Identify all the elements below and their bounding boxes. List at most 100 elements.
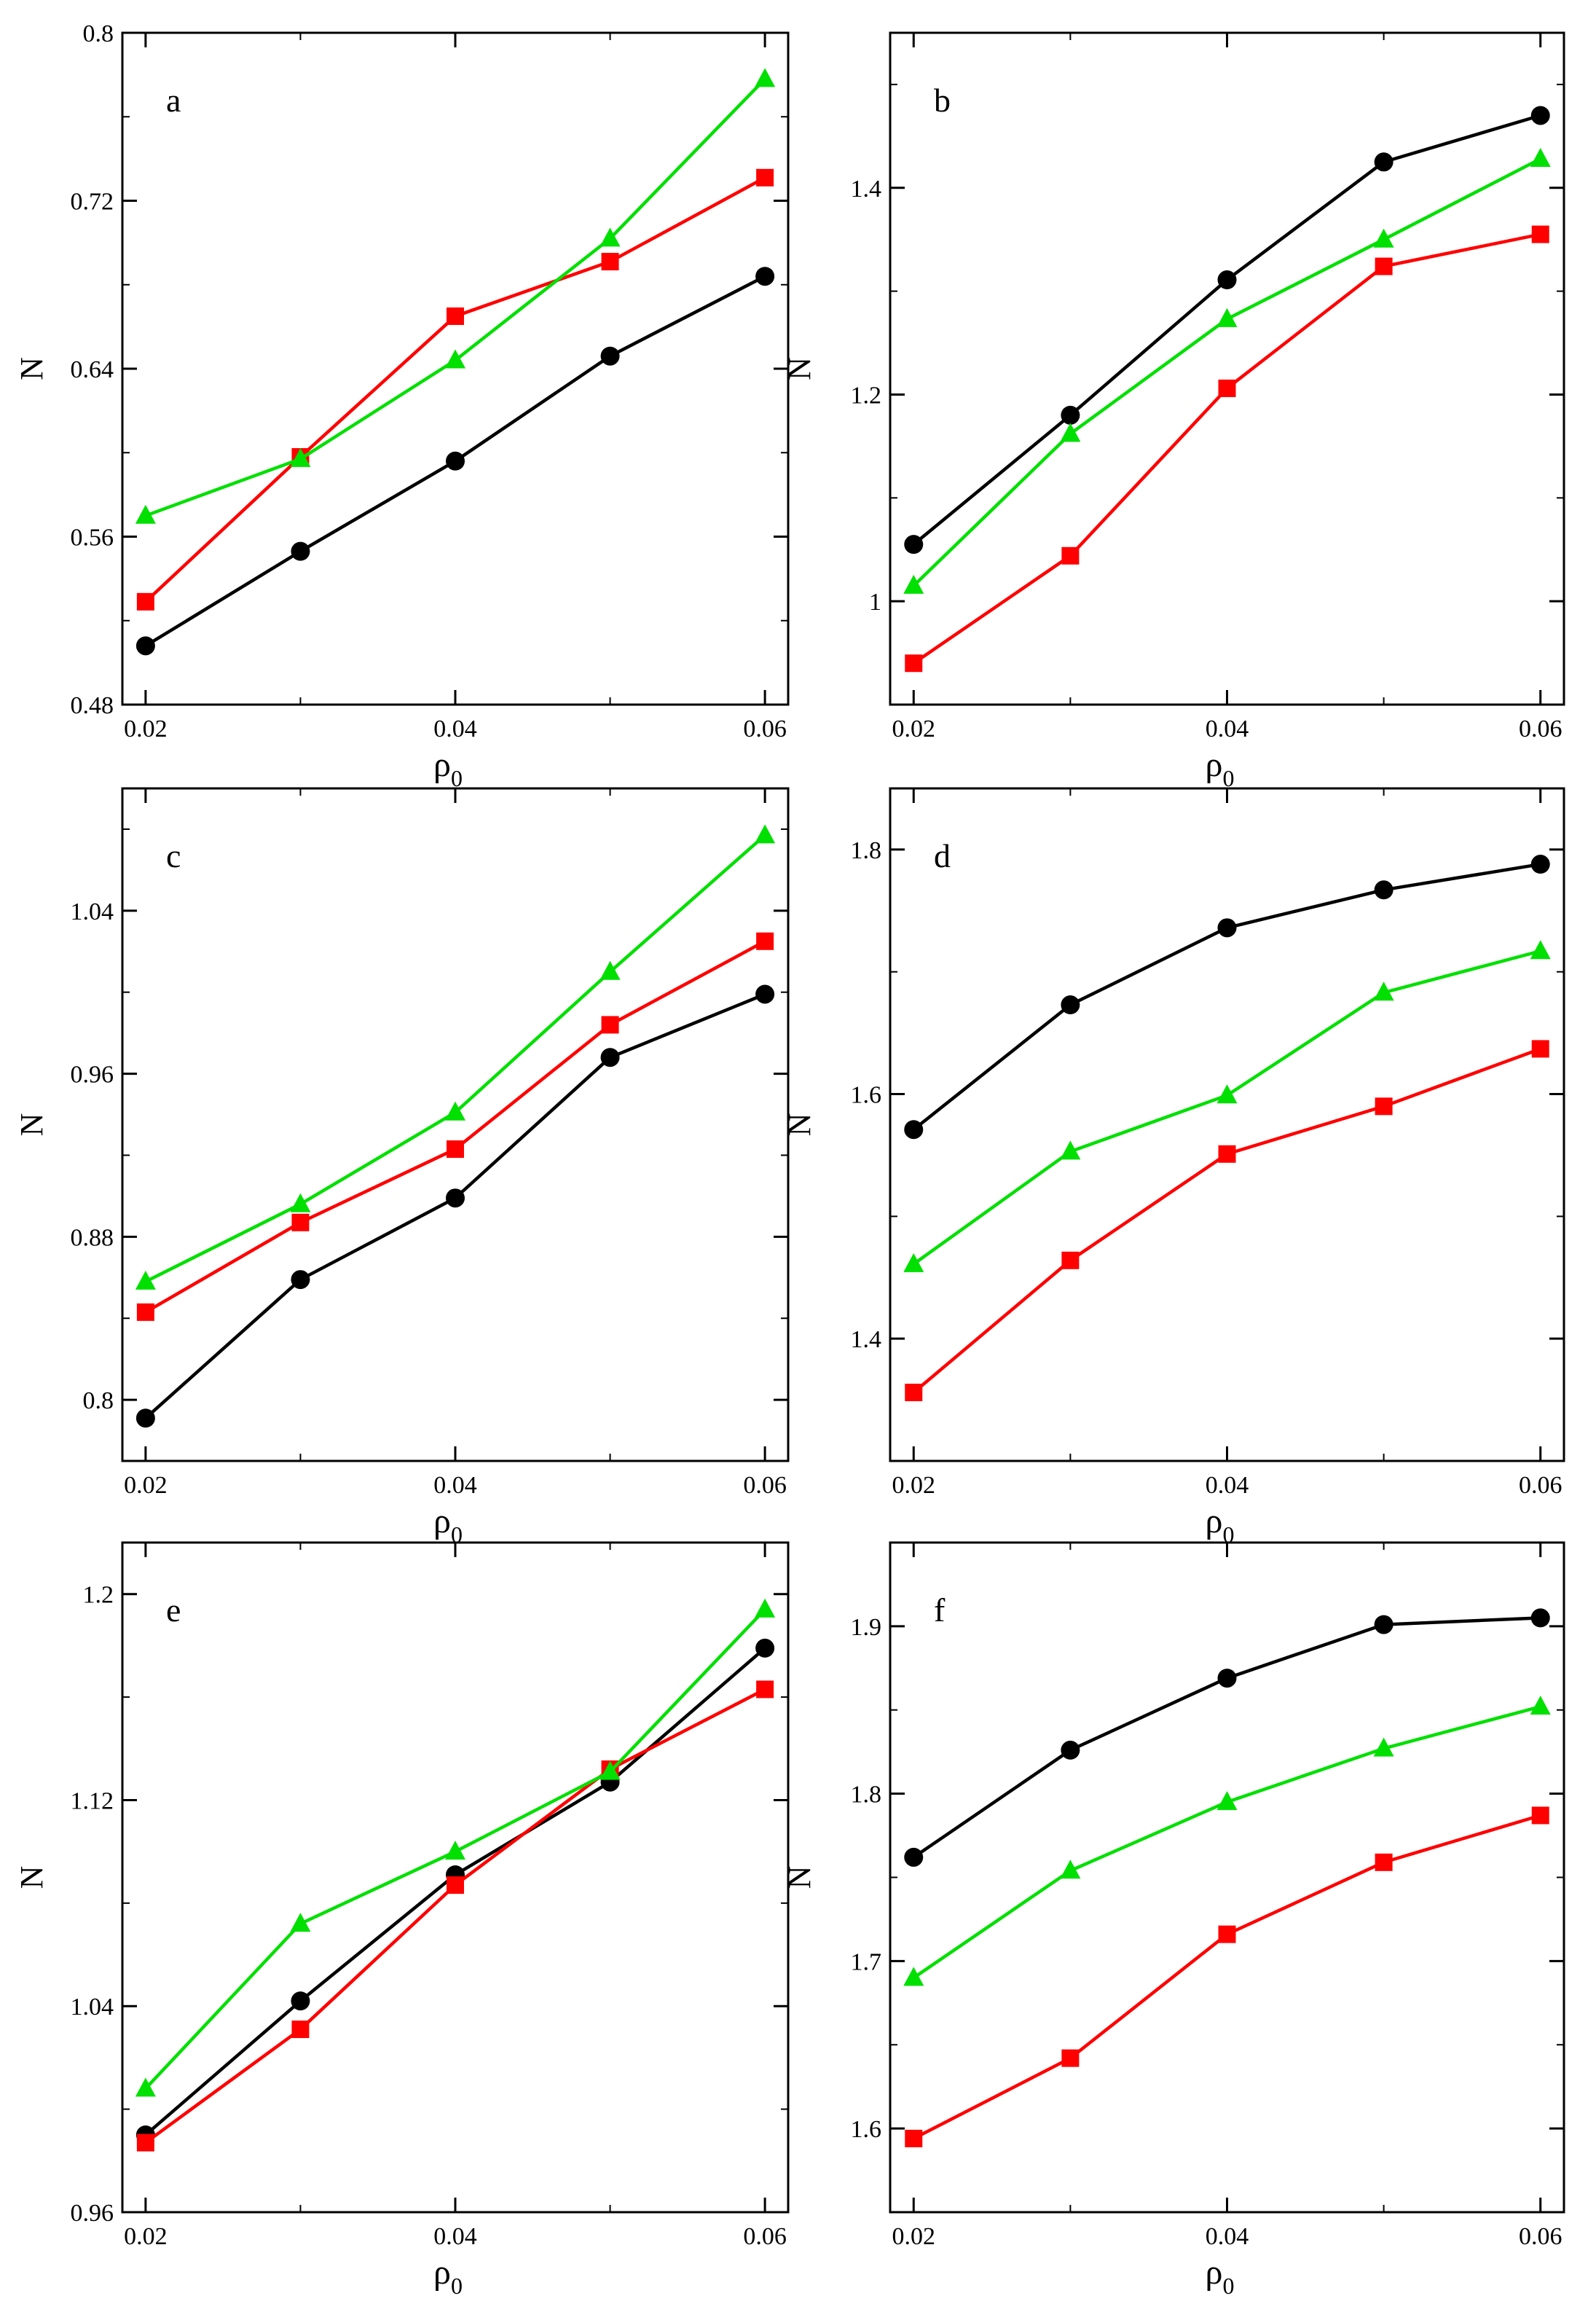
series-line-square	[144, 176, 766, 603]
y-tick-label: 1.6	[851, 2116, 882, 2143]
data-point-circle	[1217, 270, 1237, 290]
data-point-circle	[446, 1188, 465, 1208]
y-tick-label: 1.4	[851, 176, 882, 203]
x-tick-label: 0.04	[433, 716, 477, 742]
data-point-circle	[1061, 405, 1080, 425]
plot-frame	[121, 787, 790, 1462]
y-tick-label: 0.96	[71, 2200, 114, 2227]
series-line-square	[144, 939, 766, 1314]
series-line-triangle	[912, 949, 1541, 1266]
x-axis-label-subscript: 0	[451, 765, 463, 791]
x-axis-label-rho: ρ	[1206, 2253, 1223, 2292]
data-point-square	[1061, 1251, 1080, 1269]
data-point-triangle	[1373, 1737, 1394, 1757]
data-point-triangle	[1530, 1696, 1551, 1715]
data-point-triangle	[1530, 148, 1551, 168]
plot-frame	[889, 787, 1565, 1462]
panel-b: 0.02 0.04 0.06 1 1.2 1.4 ρ0 Nb	[782, 31, 1565, 791]
x-axis-label: ρ0	[1206, 1502, 1235, 1548]
x-axis-label-subscript: 0	[1222, 765, 1234, 791]
data-point-triangle	[445, 349, 465, 369]
y-axis-label: N	[14, 1866, 50, 1889]
y-axis-label: N	[782, 357, 817, 380]
data-point-circle	[755, 1638, 775, 1658]
data-point-triangle	[135, 504, 156, 524]
panel-a: 0.02 0.04 0.06 0.48 0.56 0.64 0.72 0.8 ρ0 Na	[14, 20, 790, 791]
x-tick-label: 0.06	[1519, 1472, 1562, 1499]
y-tick-label: 0.8	[83, 1387, 114, 1414]
data-point-circle	[1217, 1669, 1237, 1688]
data-point-square	[1375, 1097, 1393, 1116]
panel-letter: d	[934, 837, 951, 874]
x-tick-label: 0.02	[124, 1472, 168, 1499]
data-point-square	[1218, 379, 1236, 397]
data-point-triangle	[1216, 1084, 1238, 1104]
data-point-triangle	[1373, 228, 1394, 248]
data-point-square	[1531, 225, 1549, 243]
y-tick-label: 1.04	[71, 898, 114, 925]
data-point-triangle	[1060, 423, 1081, 442]
data-point-circle	[600, 346, 620, 366]
data-point-circle	[1061, 1740, 1080, 1760]
data-point-square	[1375, 257, 1393, 275]
x-axis-label: ρ0	[433, 745, 463, 791]
series-line-triangle	[912, 157, 1541, 587]
plot-frame	[889, 31, 1565, 706]
series-line-square	[913, 1814, 1541, 2140]
y-tick-label: 0.48	[71, 692, 114, 719]
data-point-square	[1061, 2049, 1080, 2067]
data-point-square	[601, 1016, 619, 1034]
x-axis-label-rho: ρ	[433, 1502, 451, 1540]
y-tick-label: 0.64	[71, 356, 114, 383]
y-axis-label: N	[782, 1866, 817, 1889]
panel-letter: c	[166, 837, 181, 874]
x-axis-label-rho: ρ	[433, 2253, 451, 2292]
data-point-circle	[1530, 855, 1550, 874]
y-tick-label: 1.4	[851, 1326, 882, 1353]
x-axis-label-subscript: 0	[1222, 1521, 1234, 1548]
x-axis-label-subscript: 0	[451, 2273, 463, 2299]
data-point-circle	[1374, 152, 1393, 172]
data-point-square	[291, 2021, 310, 2039]
x-tick-label: 0.02	[124, 716, 168, 742]
x-tick-label: 0.06	[1519, 716, 1562, 742]
data-point-triangle	[755, 824, 776, 844]
x-tick-label: 0.06	[1519, 2223, 1562, 2250]
data-point-square	[136, 592, 154, 611]
data-point-triangle	[445, 1841, 465, 1860]
y-tick-label: 1.8	[851, 837, 882, 864]
panel-letter: e	[166, 1591, 181, 1629]
y-axis-label: N	[782, 1113, 817, 1137]
data-point-circle	[135, 1408, 155, 1428]
data-point-square	[756, 1680, 774, 1698]
data-point-triangle	[755, 1598, 776, 1618]
data-point-square	[1531, 1806, 1549, 1825]
y-tick-label: 1.9	[851, 1614, 882, 1641]
data-point-triangle	[600, 960, 621, 980]
data-point-square	[136, 1303, 154, 1321]
panel-c: 0.02 0.04 0.06 0.8 0.88 0.96 1.04 ρ0 Nc	[14, 787, 790, 1548]
data-point-square	[905, 2129, 923, 2147]
data-point-triangle	[135, 1270, 156, 1290]
series-line-triangle	[145, 77, 766, 517]
y-axis-label: N	[14, 357, 50, 380]
data-point-circle	[1530, 106, 1550, 125]
y-tick-label: 1.7	[851, 1948, 882, 1975]
data-point-square	[447, 1876, 464, 1894]
x-tick-label: 0.04	[1206, 716, 1249, 742]
data-point-triangle	[290, 447, 311, 467]
series-line-square	[144, 1688, 766, 2144]
y-tick-label: 1	[869, 589, 881, 616]
y-tick-label: 0.72	[71, 189, 114, 216]
y-axis-label: N	[14, 1113, 50, 1137]
x-axis-label-rho: ρ	[1206, 1502, 1223, 1540]
y-tick-label: 1.04	[71, 1994, 114, 2021]
data-point-circle	[600, 1048, 620, 1067]
data-point-circle	[291, 1270, 310, 1290]
data-point-triangle	[903, 574, 924, 594]
x-axis-label-rho: ρ	[1206, 745, 1223, 784]
data-point-square	[136, 2133, 154, 2152]
data-point-square	[756, 932, 774, 950]
x-tick-label: 0.04	[1206, 1472, 1249, 1499]
